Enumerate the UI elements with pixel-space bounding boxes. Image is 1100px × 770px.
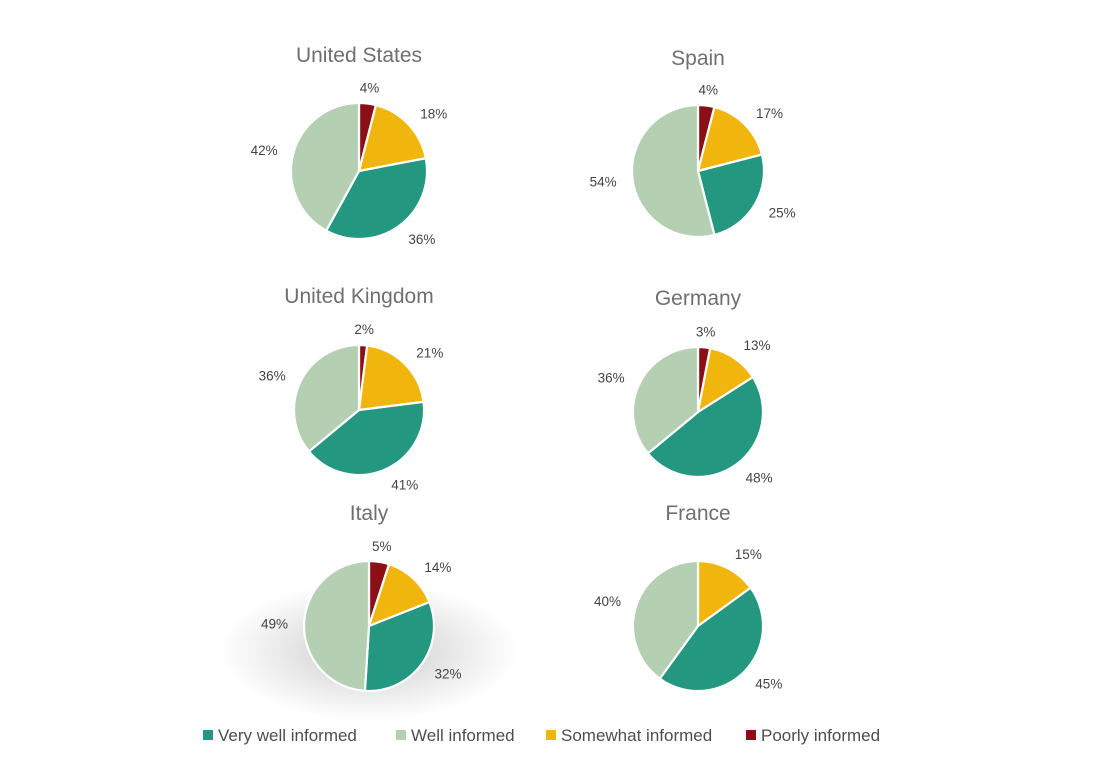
pie-slice-very-well-informed	[363, 600, 436, 693]
data-label-very-well-informed: 45%	[755, 676, 782, 691]
data-label-well-informed: 54%	[590, 174, 617, 189]
pie-slice-very-well-informed	[696, 153, 766, 237]
data-label-somewhat-informed: 17%	[756, 106, 783, 121]
pie-slice-well-informed	[631, 345, 700, 455]
pie-slice-very-well-informed	[658, 586, 765, 693]
chart-title: United States	[296, 44, 422, 67]
legend-label: Poorly informed	[761, 726, 880, 745]
pie-slice-somewhat-informed	[367, 562, 431, 628]
pie-slice-somewhat-informed	[357, 344, 425, 412]
pie-slice-well-informed	[302, 559, 371, 693]
chart-title: United Kingdom	[284, 285, 433, 308]
charts-layer: United States 4% 18% 36% 42% Spain 4% 17% 25% 54%…	[219, 44, 796, 721]
data-label-very-well-informed: 25%	[769, 206, 796, 221]
data-label-very-well-informed: 32%	[435, 667, 462, 682]
chart-title: Germany	[655, 287, 742, 310]
data-label-poorly-informed: 5%	[372, 539, 392, 554]
data-label-well-informed: 40%	[594, 594, 621, 609]
pie-chart-united-states: United States 4% 18% 36% 42%	[251, 44, 448, 247]
legend-label: Very well informed	[218, 726, 357, 745]
pie-chart-spain: Spain 4% 17% 25% 54%	[590, 47, 796, 239]
data-label-very-well-informed: 36%	[408, 232, 435, 247]
data-label-very-well-informed: 41%	[391, 477, 418, 492]
data-label-somewhat-informed: 18%	[420, 107, 447, 122]
pie-slice-well-informed	[630, 103, 716, 239]
data-label-well-informed: 36%	[598, 371, 625, 386]
pie-slice-somewhat-informed	[696, 105, 764, 173]
legend-label: Somewhat informed	[561, 726, 712, 745]
pie-slice-somewhat-informed	[357, 103, 428, 173]
pie-slice-very-well-informed	[307, 400, 426, 477]
data-label-well-informed: 36%	[259, 369, 286, 384]
pie-slice-well-informed	[631, 559, 700, 681]
data-label-poorly-informed: 4%	[360, 81, 380, 96]
legend-item-poorly-informed: Poorly informed	[746, 726, 880, 745]
pie-chart-italy: Italy 5% 14% 32% 49%	[219, 502, 519, 721]
legend-swatch	[203, 730, 213, 740]
data-label-somewhat-informed: 15%	[735, 547, 762, 562]
data-label-well-informed: 42%	[251, 143, 278, 158]
chart-title: France	[665, 502, 730, 525]
legend-item-somewhat-informed: Somewhat informed	[546, 726, 712, 745]
pie-slice-well-informed	[292, 343, 361, 453]
chart-title: Italy	[350, 502, 389, 525]
pie-slice-somewhat-informed	[696, 559, 753, 629]
legend-label: Well informed	[411, 726, 515, 745]
pie-slice-well-informed	[289, 101, 361, 233]
data-label-poorly-informed: 3%	[696, 324, 716, 339]
legend-item-well-informed: Well informed	[396, 726, 515, 745]
data-label-somewhat-informed: 13%	[744, 338, 771, 353]
pie-chart-france: France 15% 45% 40%	[594, 502, 782, 693]
data-label-very-well-informed: 48%	[746, 471, 773, 486]
pie-slice-very-well-informed	[646, 375, 765, 479]
pie-slice-very-well-informed	[324, 156, 429, 241]
data-label-well-informed: 49%	[261, 617, 288, 632]
legend-item-very-well-informed: Very well informed	[203, 726, 357, 745]
data-label-poorly-informed: 2%	[354, 322, 374, 337]
data-label-somewhat-informed: 21%	[416, 346, 443, 361]
data-label-somewhat-informed: 14%	[424, 560, 451, 575]
legend: Very well informed Well informed Somewhat …	[203, 726, 880, 745]
chart-title: Spain	[671, 47, 725, 70]
pie-chart-united-kingdom: United Kingdom 2% 21% 41% 36%	[259, 285, 444, 492]
data-label-poorly-informed: 4%	[699, 83, 719, 98]
pie-chart-germany: Germany 3% 13% 48% 36%	[598, 287, 773, 486]
legend-swatch	[546, 730, 556, 740]
legend-swatch	[746, 730, 756, 740]
legend-swatch	[396, 730, 406, 740]
